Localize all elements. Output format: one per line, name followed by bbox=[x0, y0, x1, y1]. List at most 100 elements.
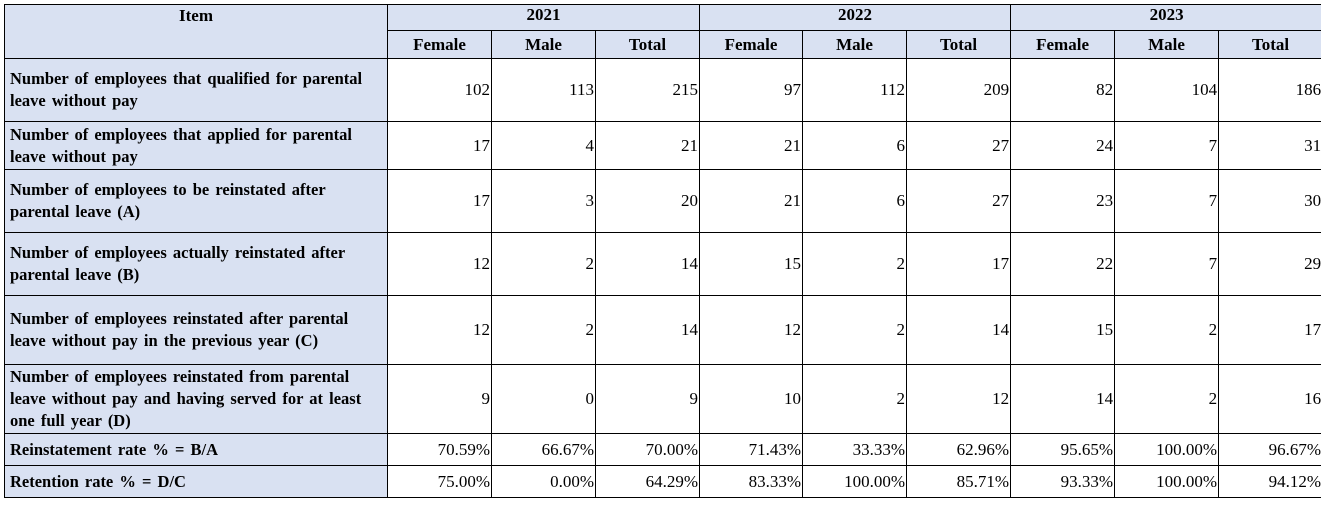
table-cell: 17 bbox=[387, 121, 492, 170]
table-row: Reinstatement rate % = B/A 70.59% 66.67%… bbox=[4, 433, 1321, 466]
table-cell: 71.43% bbox=[699, 433, 804, 466]
parental-leave-table: Item 2021 2022 2023 Female Male Total Fe… bbox=[4, 4, 1321, 498]
year-header-2022: 2022 bbox=[699, 4, 1012, 31]
sub-header-total: Total bbox=[1218, 30, 1321, 59]
table-cell: 95.65% bbox=[1010, 433, 1116, 466]
table-row: Number of employees that qualified for p… bbox=[4, 58, 1321, 122]
table-cell: 29 bbox=[1218, 232, 1321, 296]
table-cell: 2 bbox=[802, 364, 908, 434]
table-cell: 12 bbox=[387, 295, 492, 365]
table-cell: 17 bbox=[1218, 295, 1321, 365]
table-cell: 85.71% bbox=[906, 465, 1012, 498]
table-cell: 22 bbox=[1010, 232, 1116, 296]
table-cell: 7 bbox=[1114, 232, 1220, 296]
table-cell: 21 bbox=[699, 121, 804, 170]
table-cell: 82 bbox=[1010, 58, 1116, 122]
table-cell: 14 bbox=[594, 232, 701, 296]
year-header-2023: 2023 bbox=[1010, 4, 1321, 31]
table-cell: 2 bbox=[1114, 364, 1220, 434]
sub-header-total: Total bbox=[594, 30, 701, 59]
item-column-header: Item bbox=[4, 4, 388, 59]
table-cell: 2 bbox=[491, 295, 596, 365]
table-cell: 15 bbox=[699, 232, 804, 296]
table-cell: 96.67% bbox=[1218, 433, 1321, 466]
table-cell: 14 bbox=[906, 295, 1012, 365]
row-label: Number of employees actually reinstated … bbox=[4, 232, 388, 296]
table-cell: 27 bbox=[906, 169, 1012, 233]
row-label: Number of employees to be reinstated aft… bbox=[4, 169, 388, 233]
table-cell: 112 bbox=[802, 58, 908, 122]
table-cell: 16 bbox=[1218, 364, 1321, 434]
row-label: Number of employees that qualified for p… bbox=[4, 58, 388, 122]
table-cell: 14 bbox=[594, 295, 701, 365]
table-cell: 23 bbox=[1010, 169, 1116, 233]
table-cell: 100.00% bbox=[1114, 433, 1220, 466]
table-cell: 30 bbox=[1218, 169, 1321, 233]
table-cell: 33.33% bbox=[802, 433, 908, 466]
table-cell: 14 bbox=[1010, 364, 1116, 434]
sub-header-male: Male bbox=[1114, 30, 1220, 59]
year-header-2021: 2021 bbox=[386, 4, 701, 31]
table-cell: 93.33% bbox=[1010, 465, 1116, 498]
table-cell: 17 bbox=[387, 169, 492, 233]
sub-header-female: Female bbox=[699, 30, 804, 59]
table-cell: 215 bbox=[594, 58, 701, 122]
table-row: Retention rate % = D/C 75.00% 0.00% 64.2… bbox=[4, 465, 1321, 498]
table-cell: 9 bbox=[387, 364, 492, 434]
table-cell: 6 bbox=[802, 121, 908, 170]
table-cell: 83.33% bbox=[699, 465, 804, 498]
table-cell: 12 bbox=[906, 364, 1012, 434]
table-cell: 75.00% bbox=[387, 465, 492, 498]
table-cell: 104 bbox=[1114, 58, 1220, 122]
table-cell: 27 bbox=[906, 121, 1012, 170]
table-cell: 2 bbox=[802, 295, 908, 365]
table-cell: 113 bbox=[491, 58, 596, 122]
table-cell: 70.00% bbox=[594, 433, 701, 466]
table-cell: 12 bbox=[699, 295, 804, 365]
table-cell: 64.29% bbox=[594, 465, 701, 498]
table-cell: 21 bbox=[594, 121, 701, 170]
row-label: Number of employees that applied for par… bbox=[4, 121, 388, 170]
table-cell: 9 bbox=[594, 364, 701, 434]
sub-header-female: Female bbox=[1010, 30, 1116, 59]
sub-header-total: Total bbox=[906, 30, 1012, 59]
table-cell: 24 bbox=[1010, 121, 1116, 170]
sub-header-male: Male bbox=[491, 30, 596, 59]
table-cell: 62.96% bbox=[906, 433, 1012, 466]
table-row: Number of employees reinstated from pare… bbox=[4, 364, 1321, 434]
table-row: Number of employees to be reinstated aft… bbox=[4, 169, 1321, 233]
table-cell: 0.00% bbox=[491, 465, 596, 498]
row-label: Number of employees reinstated from pare… bbox=[4, 364, 388, 434]
table-cell: 3 bbox=[491, 169, 596, 233]
table-cell: 70.59% bbox=[387, 433, 492, 466]
table-cell: 66.67% bbox=[491, 433, 596, 466]
table-cell: 2 bbox=[802, 232, 908, 296]
table-cell: 100.00% bbox=[1114, 465, 1220, 498]
table-cell: 6 bbox=[802, 169, 908, 233]
sub-header-female: Female bbox=[387, 30, 492, 59]
row-label: Reinstatement rate % = B/A bbox=[4, 433, 388, 466]
table-cell: 102 bbox=[387, 58, 492, 122]
table-cell: 2 bbox=[491, 232, 596, 296]
table-row: Number of employees that applied for par… bbox=[4, 121, 1321, 170]
table-cell: 31 bbox=[1218, 121, 1321, 170]
table-cell: 2 bbox=[1114, 295, 1220, 365]
table-cell: 97 bbox=[699, 58, 804, 122]
table-cell: 21 bbox=[699, 169, 804, 233]
table-cell: 15 bbox=[1010, 295, 1116, 365]
sub-header-male: Male bbox=[802, 30, 908, 59]
table-cell: 94.12% bbox=[1218, 465, 1321, 498]
table-row: Number of employees reinstated after par… bbox=[4, 295, 1321, 365]
table-cell: 186 bbox=[1218, 58, 1321, 122]
row-label: Number of employees reinstated after par… bbox=[4, 295, 388, 365]
table-cell: 0 bbox=[491, 364, 596, 434]
table-cell: 12 bbox=[387, 232, 492, 296]
table-cell: 100.00% bbox=[802, 465, 908, 498]
table-row: Number of employees actually reinstated … bbox=[4, 232, 1321, 296]
table-cell: 209 bbox=[906, 58, 1012, 122]
table-cell: 4 bbox=[491, 121, 596, 170]
row-label: Retention rate % = D/C bbox=[4, 465, 388, 498]
table-cell: 10 bbox=[699, 364, 804, 434]
table-cell: 7 bbox=[1114, 169, 1220, 233]
table-cell: 20 bbox=[594, 169, 701, 233]
